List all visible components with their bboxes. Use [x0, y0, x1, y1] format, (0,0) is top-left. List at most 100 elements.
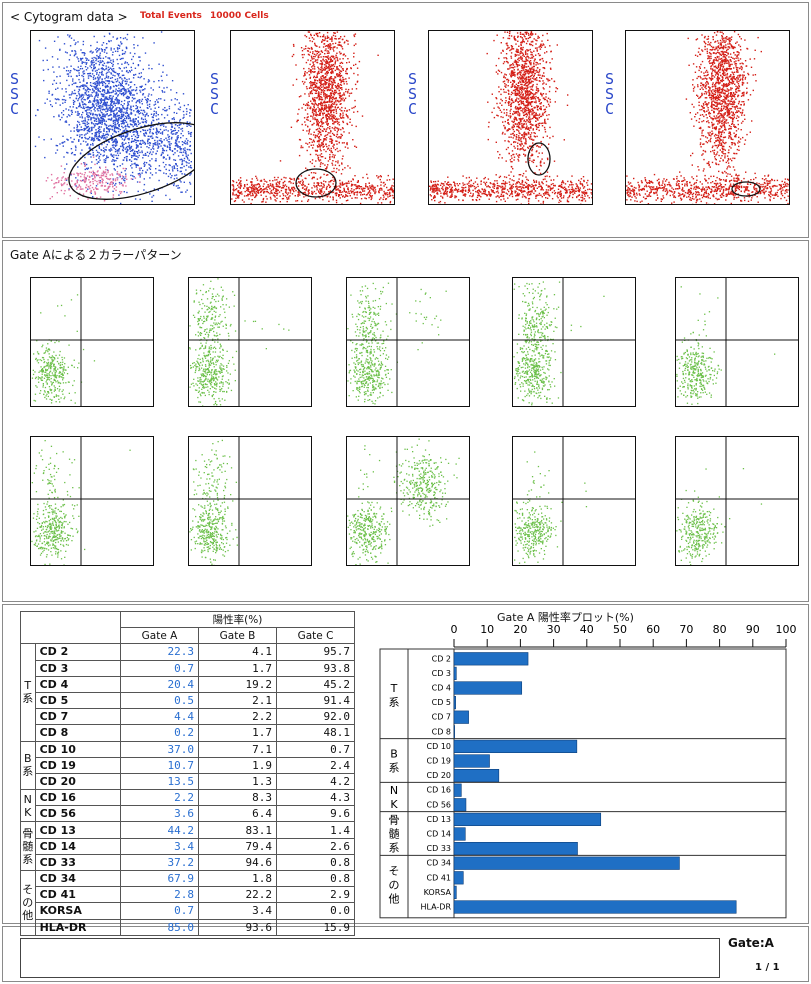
gate-a-value: 85.0: [120, 918, 199, 936]
table-corner: [20, 610, 121, 645]
gate-c-value: 2.9: [276, 886, 355, 904]
gate-c-value: 15.9: [276, 918, 355, 936]
group-label-char: 骨: [22, 826, 34, 840]
footer-section: [2, 926, 809, 982]
cytogram-title: < Cytogram data >: [10, 10, 128, 24]
bar-category-label: CD 10: [427, 742, 451, 751]
two-color-plot: [30, 436, 154, 566]
bar-category-label: CD 5: [432, 698, 451, 707]
table-row: CD 19 10.7 1.9 2.4: [21, 756, 355, 774]
bar: [453, 798, 467, 812]
table-row: CD 14 3.4 79.4 2.6: [21, 837, 355, 855]
gate-b-value: 94.6: [198, 853, 277, 872]
marker-cell: CD 3: [34, 659, 122, 677]
two-color-plot: [675, 277, 799, 407]
two-color-dots: [513, 278, 635, 406]
marker-cell: CD 14: [34, 837, 122, 855]
x-tick-label: 100: [776, 623, 797, 636]
gate-c-value: 0.8: [276, 853, 355, 872]
marker-cell: CD 2: [34, 643, 122, 661]
marker-cell: CD 56: [34, 805, 122, 823]
table-row: CD 8 0.2 1.7 48.1: [21, 724, 355, 742]
two-color-dots: [347, 278, 469, 406]
bar-category-label: KORSA: [424, 888, 452, 897]
group-label-char: 髄: [389, 827, 400, 841]
bar-category-label: CD 19: [427, 757, 451, 766]
gate-b-value: 1.7: [198, 659, 277, 677]
marker-cell: CD 20: [34, 772, 122, 791]
bar-category-label: CD 3: [432, 669, 451, 678]
group-label: その他: [20, 870, 36, 936]
bar-category-label: CD 33: [427, 844, 451, 853]
marker-cell: KORSA: [34, 902, 122, 920]
group-label-char: 系: [389, 842, 400, 855]
cytogram-ylabel-char: S: [408, 85, 418, 103]
table-row: CD 33 37.2 94.6 0.8: [21, 853, 355, 872]
bar-category-label: CD 41: [427, 873, 451, 882]
group-label-char: B: [24, 752, 32, 766]
bar-category-label: CD 56: [427, 800, 451, 809]
gate-a-value: 22.3: [120, 643, 199, 661]
cytogram-plot: [625, 30, 790, 205]
x-tick-label: 40: [580, 623, 594, 636]
cytogram-section: [2, 2, 809, 238]
marker-cell: HLA-DR: [34, 918, 122, 936]
table-row: その他 CD 34 67.9 1.8 0.8: [20, 869, 355, 936]
marker-cell: CD 41: [34, 886, 122, 904]
two-color-plot: [512, 277, 636, 407]
page-number: 1 / 1: [755, 962, 780, 973]
two-color-dots: [189, 437, 311, 565]
gate-a-value: 3.6: [120, 805, 199, 823]
bar-category-label: CD 34: [427, 859, 451, 868]
gate-a-value: 44.2: [120, 821, 199, 839]
bar-category-label: CD 20: [427, 771, 451, 780]
x-tick-label: 70: [679, 623, 693, 636]
positivity-table: 陽性率(%) Gate A Gate B Gate C T 系 CD 2 22.3 4.1 95.…: [20, 610, 355, 936]
group-label-char: 系: [389, 696, 400, 709]
bar: [453, 681, 523, 695]
bar: [453, 696, 456, 710]
cytogram-ylabel-char: C: [408, 100, 418, 118]
bar: [453, 842, 578, 856]
table-row: 骨髄系 CD 13 44.2 83.1 1.4: [20, 821, 355, 871]
gate-c-value: 4.2: [276, 772, 355, 791]
bar: [453, 652, 529, 666]
two-color-dots: [513, 437, 635, 565]
gate-c-value: 0.8: [276, 869, 355, 888]
cytogram-ylabel-char: S: [408, 70, 418, 88]
two-color-dots: [347, 437, 469, 565]
x-tick-label: 90: [746, 623, 760, 636]
comment-box[interactable]: [20, 938, 720, 978]
bar-category-label: HLA-DR: [420, 903, 451, 912]
group-label: 骨髄系: [20, 821, 36, 871]
bar-category-label: CD 7: [432, 713, 451, 722]
gate-b-value: 7.1: [198, 740, 277, 758]
bar-chart-title: Gate A 陽性率プロット(%): [497, 611, 634, 624]
bar-category-label: CD 16: [427, 786, 451, 795]
results-section: [2, 604, 809, 924]
group-label-char: 系: [22, 765, 34, 779]
group-label-char: 骨: [389, 814, 400, 827]
gate-b-value: 1.9: [198, 756, 277, 774]
gate-c-value: 1.4: [276, 821, 355, 839]
cytogram-ylabel-char: S: [605, 70, 615, 88]
gate-column-header: Gate C: [276, 627, 355, 645]
gate-a-value: 0.7: [120, 659, 199, 677]
marker-cell: CD 16: [34, 789, 122, 807]
gate-c-value: 2.6: [276, 837, 355, 855]
group-label-char: B: [390, 748, 398, 761]
cytogram-ylabel-char: S: [210, 85, 220, 103]
total-events-value: 10000 Cells: [210, 11, 269, 21]
gate-b-value: 19.2: [198, 675, 277, 693]
table-row: B 系 CD 10 37.0 7.1 0.7: [20, 740, 355, 791]
marker-cell: CD 10: [34, 740, 122, 758]
group-label-char: 他: [389, 893, 400, 906]
positivity-table-wrap: 陽性率(%) Gate A Gate B Gate C T 系 CD 2 22.3 4.1 95.…: [20, 610, 355, 936]
gate-c-value: 48.1: [276, 724, 355, 742]
gate-a-value: 67.9: [120, 869, 199, 888]
gate-c-value: 9.6: [276, 805, 355, 823]
two-color-plot: [30, 277, 154, 407]
gate-b-value: 22.2: [198, 886, 277, 904]
